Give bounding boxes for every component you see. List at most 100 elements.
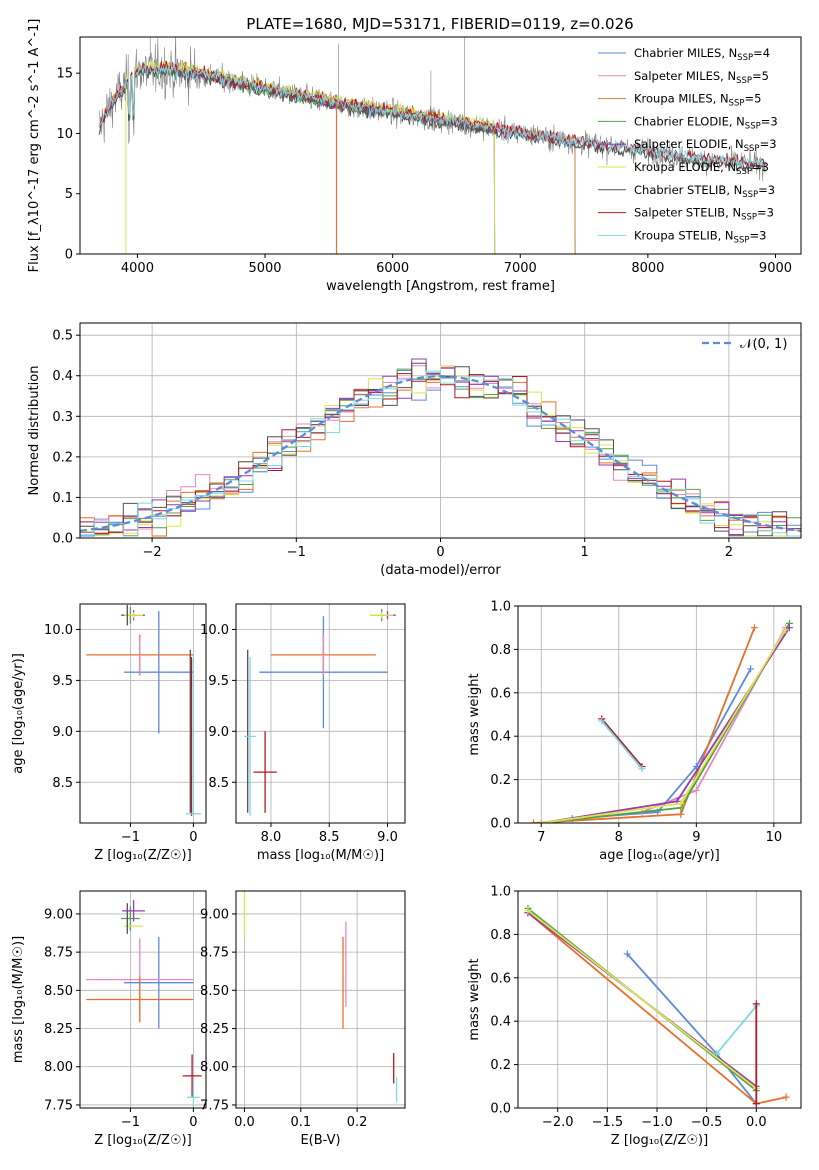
residuals-ytick-label: 0.3 (52, 410, 73, 425)
residuals-xtick-label: 1 (581, 545, 589, 560)
residuals-frame (79, 322, 802, 539)
mass_vs_Z-ytick-label: 8.75 (44, 946, 73, 961)
residuals-ytick-label: 0.4 (52, 369, 73, 384)
weight_vs_Z-marker-chabrier_miles (623, 950, 631, 958)
weight_vs_age-ylabel: mass weight (467, 673, 482, 755)
weight_vs_Z-ytick-label: 0.2 (490, 1058, 511, 1073)
mass_vs_ebv-xlabel: E(B-V) (300, 1133, 340, 1148)
mass_vs_Z-ytick-label: 8.50 (44, 984, 73, 999)
mass_vs_Z-ylabel: mass [log₁₀(M/M☉)] (11, 936, 26, 1063)
age_vs_Z-xtick-label: 0 (189, 830, 197, 845)
weight_vs_Z-marker-kroupa_stelib (713, 1050, 721, 1058)
mass_vs_Z-ytick-label: 8.00 (44, 1060, 73, 1075)
residuals-ytick-label: 0.0 (52, 532, 73, 547)
weight_vs_age-marker-salpeter_elodie (785, 624, 793, 632)
weight_vs_age-ytick-label: 0.6 (490, 686, 511, 701)
residuals-xtick-label: 0 (436, 545, 444, 560)
spectrum-legend: Chabrier MILES, NSSP=4 Salpeter MILES, NS… (598, 46, 778, 245)
figure-title: PLATE=1680, MJD=53171, FIBERID=0119, z=0… (246, 15, 633, 33)
weight_vs_Z-xtick-label: −2.0 (542, 1115, 574, 1130)
mass_vs_ebv-panel: 0.0 0.1 0.2 7.75 8.00 8.25 8.50 8.75 9.00 E(B-V) (200, 890, 406, 1148)
mass_vs_Z-frame (79, 890, 207, 1109)
spectrum-model-salpeter_stelib (98, 60, 766, 169)
spectrum-plot-area (98, 37, 766, 254)
spectrum-xtick-label: 9000 (759, 261, 792, 276)
age_vs_Z-xtick-label: −1 (121, 830, 140, 845)
weight_vs_age-marker-kroupa_elodie (537, 819, 545, 823)
weight_vs_age-marker-chabrier_miles (747, 665, 755, 673)
spectrum-model-kroupa_stelib (98, 63, 765, 169)
age_vs_Z-xlabel: Z [log₁₀(Z/Z☉)] (94, 848, 191, 863)
weight_vs_age-marker-kroupa_elodie (677, 799, 685, 807)
weight_vs_age-marker-kroupa_stelib (638, 765, 646, 773)
weight_vs_age-xtick-label: 9 (692, 830, 700, 845)
residuals-ytick-label: 0.5 (52, 329, 73, 344)
age_vs_Z-ytick-label: 9.0 (52, 725, 73, 740)
spectrum-ytick-label: 5 (65, 187, 73, 202)
weight_vs_Z-marker-kroupa_elodie (524, 907, 532, 915)
weight_vs_Z-xlabel: Z [log₁₀(Z/Z☉)] (611, 1133, 708, 1148)
weight_vs_Z-ylabel: mass weight (467, 958, 482, 1040)
spectrum-ylabel: Flux [f_λ10^-17 erg cm^-2 s^-1 A^-1] (27, 19, 42, 273)
mass_vs_ebv-ytick-label: 8.25 (200, 1022, 229, 1037)
mass_vs_ebv-ytick-label: 9.00 (200, 907, 229, 922)
weight_vs_Z-panel: −2.0 −1.5 −1.0 −0.5 0.0 0.0 0.2 0.4 0.6 0.8 1.0 Z [… (467, 885, 802, 1148)
legend-entry-chabrier_miles: Chabrier MILES, NSSP=4 (634, 46, 770, 63)
age_vs_mass-frame (235, 603, 406, 824)
legend-entry-salpeter_stelib: Salpeter STELIB, NSSP=3 (634, 206, 774, 223)
residuals-panel: −2 −1 0 1 2 0.0 0.1 0.2 0.3 0.4 0.5 (data-model)/er… (27, 322, 802, 578)
spectrum-xtick-label: 4000 (121, 261, 154, 276)
weight_vs_age-marker-orange (750, 624, 758, 632)
spectrum-panel: 4000 5000 6000 7000 8000 9000 0 5 10 15 wavelength… (27, 19, 802, 294)
weight_vs_Z-marker-salpeter_stelib (752, 1100, 760, 1108)
normal-curve (80, 375, 801, 533)
mass_vs_Z-ytick-label: 8.25 (44, 1022, 73, 1037)
age_vs_mass-plot-area (236, 604, 405, 823)
age_vs_mass-xlabel: mass [log₁₀(M/M☉)] (257, 848, 384, 863)
weight_vs_Z-ytick-label: 0.4 (490, 1015, 511, 1030)
age_vs_mass-ytick-label: 9.0 (208, 725, 229, 740)
age_vs_Z-ytick-label: 9.5 (52, 674, 73, 689)
age_vs_Z-ytick-label: 10.0 (44, 623, 73, 638)
spectrum-frame (79, 36, 802, 255)
weight_vs_age-line-salpeter_stelib (601, 718, 643, 768)
weight_vs_Z-line-kroupa_stelib (715, 1005, 757, 1055)
legend-entry-chabrier_elodie: Chabrier ELODIE, NSSP=3 (634, 114, 778, 131)
weight_vs_age-ytick-label: 1.0 (490, 600, 511, 615)
weight_vs_Z-marker-salpeter_stelib (752, 1000, 760, 1008)
mass_vs_ebv-frame (235, 890, 406, 1109)
weight_vs_age-xtick-label: 7 (537, 830, 545, 845)
legend-entry-kroupa_stelib: Kroupa STELIB, NSSP=3 (634, 228, 766, 245)
weight_vs_Z-xtick-label: −1.5 (592, 1115, 624, 1130)
age_vs_Z-ylabel: age [log₁₀(age/yr)] (11, 653, 26, 774)
mass_vs_ebv-xtick-label: 0.1 (290, 1115, 311, 1130)
weight_vs_age-xtick-label: 10 (766, 830, 783, 845)
weight_vs_Z-ytick-label: 0.8 (490, 928, 511, 943)
weight_vs_Z-ytick-label: 1.0 (490, 885, 511, 900)
spectrum-xtick-label: 6000 (376, 261, 409, 276)
spectrum-model-kroupa_elodie (124, 59, 496, 254)
weight_vs_age-marker-kroupa_stelib (598, 717, 606, 725)
residuals-xtick-label: −2 (143, 545, 162, 560)
residuals-xlabel: (data-model)/error (380, 563, 501, 578)
spectrum-xtick-label: 5000 (248, 261, 281, 276)
mass_vs_Z-ytick-label: 9.00 (44, 907, 73, 922)
age_vs_mass-ytick-label: 9.5 (208, 674, 229, 689)
mass_vs_ebv-plot-area (236, 891, 405, 1108)
age_vs_Z-frame (79, 603, 207, 824)
mass_vs_Z-plot-area (80, 891, 206, 1108)
spectrum-xlabel: wavelength [Angstrom, rest frame] (326, 279, 555, 294)
weight_vs_Z-xtick-label: 0.0 (746, 1115, 767, 1130)
residuals-ytick-label: 0.2 (52, 450, 73, 465)
weight_vs_Z-frame (517, 890, 802, 1109)
weight_vs_age-xlabel: age [log₁₀(age/yr)] (599, 848, 720, 863)
legend-normal-label: 𝒩(0, 1) (740, 337, 787, 352)
residuals-xtick-label: 2 (725, 545, 733, 560)
age_vs_Z-plot-area (80, 604, 206, 823)
mass_vs_Z-xtick-label: 0 (189, 1115, 197, 1130)
weight_vs_age-line-kroupa_stelib (601, 720, 643, 770)
age_vs_mass-xtick-label: 8.5 (319, 830, 340, 845)
mass_vs_ebv-ytick-label: 8.00 (200, 1060, 229, 1075)
spectrum-ytick-label: 0 (65, 248, 73, 263)
